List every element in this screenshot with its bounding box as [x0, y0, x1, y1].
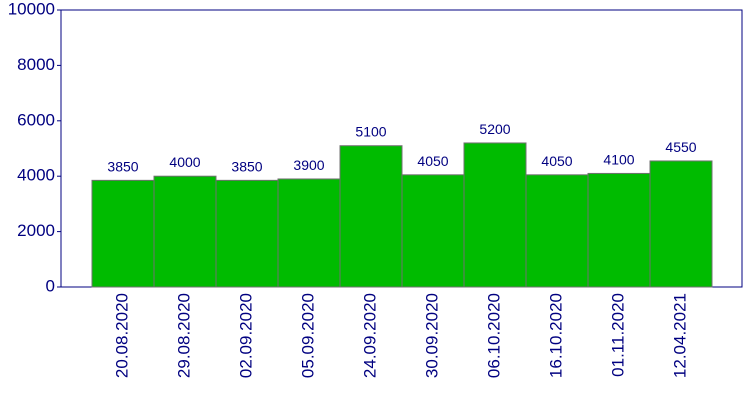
x-tick-label: 05.09.2020	[298, 293, 317, 378]
y-tick-label: 2000	[17, 221, 55, 240]
value-label: 3850	[107, 158, 138, 174]
value-label: 3900	[293, 157, 324, 173]
x-tick-label: 20.08.2020	[112, 293, 131, 378]
bar	[649, 160, 713, 288]
bar	[91, 179, 155, 288]
y-tick-label: 6000	[17, 110, 55, 129]
value-label: 4050	[541, 153, 572, 169]
y-tick-label: 10000	[8, 0, 55, 18]
bar	[215, 179, 279, 288]
bar	[463, 142, 527, 288]
value-label: 5100	[355, 124, 386, 140]
value-label: 4550	[665, 139, 696, 155]
value-label: 4000	[169, 154, 200, 170]
value-label: 3850	[231, 158, 262, 174]
x-tick-label: 12.04.2021	[670, 293, 689, 378]
x-tick-label: 24.09.2020	[360, 293, 379, 378]
x-tick-label: 02.09.2020	[236, 293, 255, 378]
y-tick-label: 8000	[17, 55, 55, 74]
y-tick-label: 4000	[17, 166, 55, 185]
x-tick-label: 29.08.2020	[174, 293, 193, 378]
value-label: 4100	[603, 151, 634, 167]
value-label: 5200	[479, 121, 510, 137]
x-tick-label: 06.10.2020	[484, 293, 503, 378]
bar	[401, 174, 465, 288]
x-tick-label: 30.09.2020	[422, 293, 441, 378]
bar	[587, 172, 651, 288]
bar	[339, 145, 403, 288]
x-tick-label: 16.10.2020	[546, 293, 565, 378]
y-tick-label: 0	[46, 276, 55, 295]
value-label: 4050	[417, 153, 448, 169]
x-tick-label: 01.11.2020	[608, 293, 627, 377]
bar	[525, 174, 589, 288]
bar	[277, 178, 341, 288]
bar	[153, 175, 217, 288]
